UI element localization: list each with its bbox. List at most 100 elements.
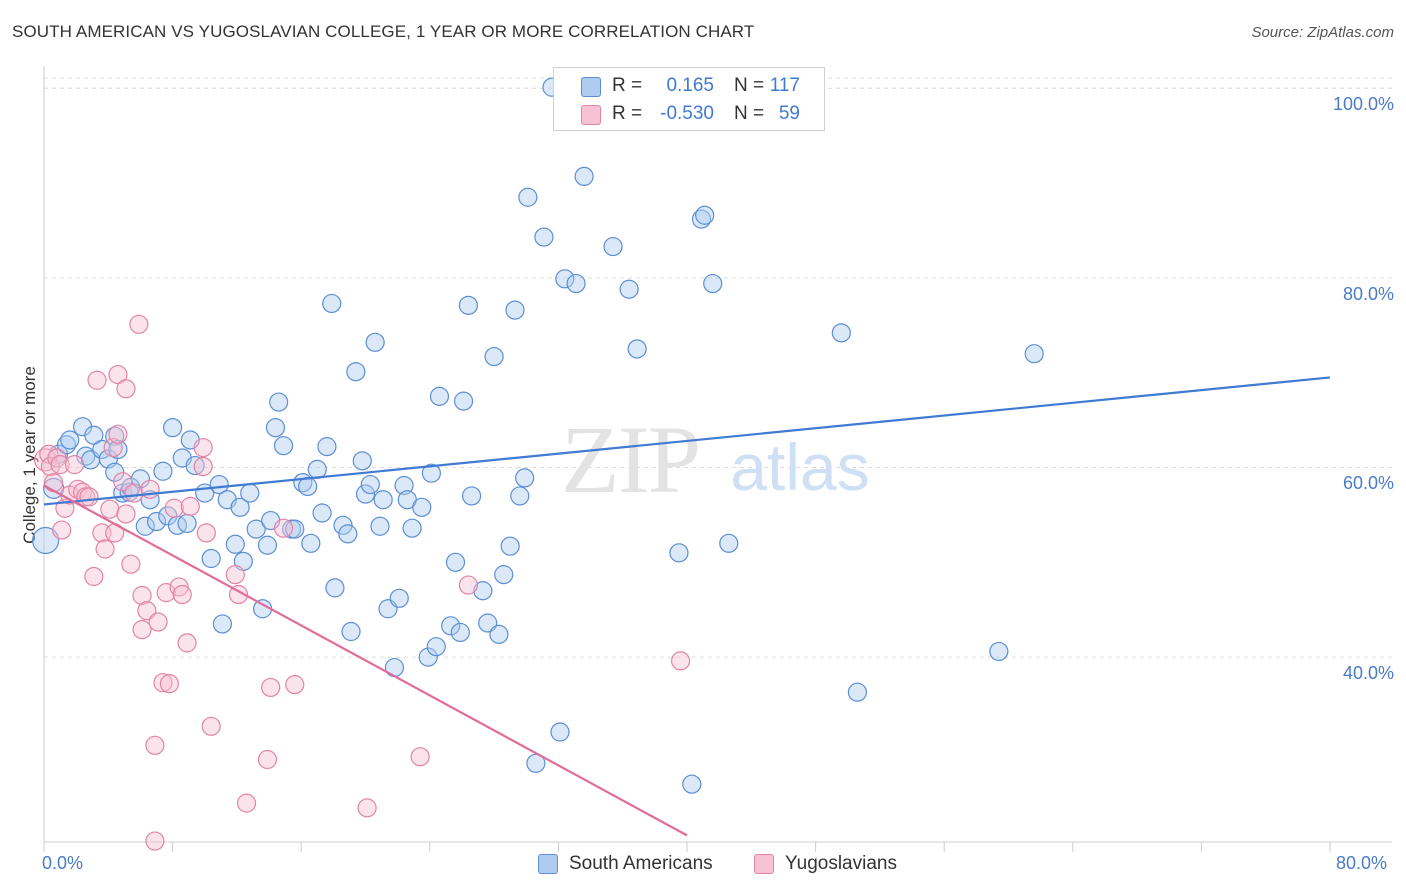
legend-r-label: R =	[612, 75, 643, 96]
data-point	[132, 585, 152, 606]
data-point	[135, 516, 155, 536]
x-tick-max: 80.0%	[1336, 853, 1388, 873]
legend-south-americans-label: South Americans	[569, 853, 713, 874]
data-point	[153, 461, 173, 481]
data-point	[703, 273, 723, 294]
data-point	[230, 497, 250, 517]
legend-n-value: 59	[778, 103, 800, 124]
data-point	[394, 475, 414, 496]
data-point	[534, 227, 554, 247]
data-point	[193, 456, 213, 477]
data-point	[164, 498, 184, 518]
data-point	[177, 633, 197, 653]
legend-yugoslavians-swatch	[754, 854, 774, 874]
data-point	[137, 601, 157, 621]
data-point	[79, 487, 99, 507]
y-tick-label: 40.0%	[1342, 663, 1394, 684]
data-point	[360, 474, 380, 495]
data-point	[52, 520, 72, 540]
data-point	[180, 496, 200, 516]
data-point	[177, 513, 197, 534]
data-point	[445, 552, 466, 572]
chart-title: SOUTH AMERICAN VS YUGOSLAVIAN COLLEGE, 1…	[12, 22, 755, 41]
correlation-legend: R = 0.165 N = 117 R = -0.530 N = 59	[553, 67, 825, 131]
legend-yugoslavians-label: Yugoslavians	[785, 853, 897, 874]
data-point	[429, 386, 450, 406]
data-point	[201, 716, 221, 736]
series-yugoslavians	[34, 314, 691, 851]
data-point	[458, 575, 478, 595]
data-point	[450, 622, 470, 643]
watermark-atlas: atlas	[730, 430, 869, 504]
data-point	[201, 548, 221, 569]
data-point	[301, 533, 321, 553]
data-point	[273, 436, 294, 456]
data-point	[484, 346, 504, 367]
data-point	[325, 578, 345, 598]
data-point	[505, 300, 525, 320]
trend-lines	[43, 376, 1331, 837]
data-point	[145, 831, 165, 851]
data-point	[619, 279, 639, 299]
axes	[43, 66, 1392, 852]
data-point	[418, 647, 438, 667]
legend-n-label: N =	[734, 75, 765, 96]
trend-line-yugoslavians	[43, 484, 688, 837]
data-point	[132, 620, 152, 640]
data-point	[269, 392, 289, 412]
data-point	[494, 565, 514, 585]
trend-line-south-americans	[43, 376, 1331, 506]
legend-n-value: 117	[769, 75, 800, 96]
data-point	[458, 295, 478, 315]
source-attribution: Source: ZipAtlas.com	[1251, 24, 1394, 41]
data-point	[421, 463, 442, 483]
legend-n-label: N =	[734, 103, 765, 124]
data-point	[461, 486, 482, 506]
data-point	[322, 293, 342, 314]
data-point	[246, 519, 266, 539]
data-point	[121, 554, 141, 574]
data-point	[341, 621, 361, 642]
data-point	[670, 651, 691, 671]
data-point	[116, 504, 136, 524]
data-point	[695, 205, 715, 225]
data-point	[298, 476, 318, 497]
data-point	[312, 503, 332, 523]
data-point	[32, 526, 60, 555]
data-point	[236, 793, 257, 813]
data-point	[402, 518, 422, 538]
data-point	[510, 486, 530, 506]
data-point	[240, 483, 260, 503]
data-point	[116, 379, 136, 399]
data-point	[603, 236, 623, 257]
data-point	[669, 543, 689, 563]
watermark-zip: ZIP	[561, 406, 699, 513]
data-point	[225, 565, 245, 585]
data-point	[209, 474, 229, 495]
data-point	[60, 430, 80, 450]
data-point	[273, 518, 294, 538]
data-point	[212, 614, 233, 634]
data-point	[44, 473, 64, 493]
data-point	[473, 581, 493, 601]
data-point	[489, 624, 509, 644]
legend-r-value: 0.165	[666, 75, 714, 96]
series-south-americans	[32, 77, 1044, 794]
data-point	[124, 483, 144, 503]
data-point	[346, 362, 366, 382]
legend-swatch-blue	[581, 77, 601, 97]
data-point	[265, 418, 286, 438]
data-point	[146, 511, 167, 532]
data-point	[338, 524, 358, 544]
data-point	[719, 533, 739, 553]
data-point	[566, 273, 586, 294]
data-point	[196, 523, 216, 543]
data-point	[87, 370, 107, 390]
data-point	[627, 339, 647, 359]
data-point	[478, 613, 498, 633]
data-point	[453, 391, 474, 411]
data-point	[691, 209, 712, 229]
y-tick-label: 60.0%	[1342, 473, 1394, 494]
data-point	[426, 637, 446, 657]
